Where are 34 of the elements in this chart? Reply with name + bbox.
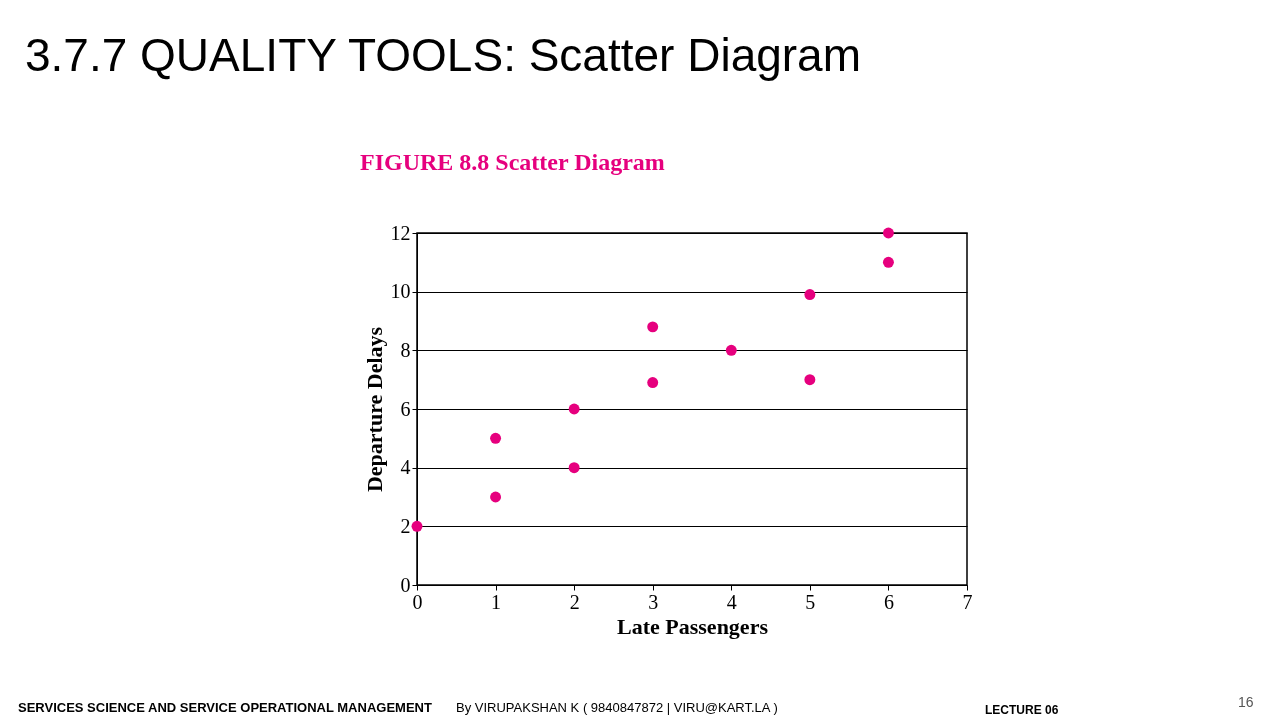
x-tick-label: 2 xyxy=(569,590,580,613)
point xyxy=(568,403,580,415)
point xyxy=(647,377,659,389)
text: LECTURE 06 xyxy=(985,703,1059,717)
point xyxy=(882,227,894,239)
point xyxy=(490,432,502,444)
text: 16 xyxy=(1238,694,1254,710)
point xyxy=(882,256,894,268)
chart-subtitle: FIGURE 8.8 Scatter Diagram xyxy=(360,149,665,175)
x-tick-label: 4 xyxy=(726,590,737,613)
y-tick-label: 2 xyxy=(400,514,411,537)
text: SERVICES SCIENCE AND SERVICE OPERATIONAL MANAGEMENT xyxy=(18,700,432,715)
point xyxy=(490,491,502,503)
y-axis-title: Departure Delays xyxy=(361,326,387,493)
y-tick-label: 0 xyxy=(400,573,411,596)
y-tick-label: 12 xyxy=(390,221,411,244)
y-tick-label: 10 xyxy=(390,280,411,303)
point xyxy=(804,374,816,386)
point xyxy=(647,321,659,333)
x-tick-label: 7 xyxy=(962,590,973,613)
x-tick-label: 3 xyxy=(648,590,659,613)
y-tick-label: 8 xyxy=(400,338,411,361)
point xyxy=(411,520,423,532)
point xyxy=(568,462,580,474)
x-axis-title: Late Passengers xyxy=(617,613,769,639)
text: By VIRUPAKSHAN K ( 9840847872 | VIRU@KART.LA ) xyxy=(456,700,778,715)
x-tick-label: 1 xyxy=(491,590,502,613)
x-tick-label: 5 xyxy=(805,590,816,613)
x-tick-label: 6 xyxy=(883,590,894,613)
y-tick-label: 4 xyxy=(400,456,411,479)
point xyxy=(804,289,816,301)
point xyxy=(725,344,737,356)
chart-title: 3.7.7 QUALITY TOOLS: Scatter Diagram xyxy=(25,29,862,81)
y-tick-label: 6 xyxy=(400,397,411,420)
